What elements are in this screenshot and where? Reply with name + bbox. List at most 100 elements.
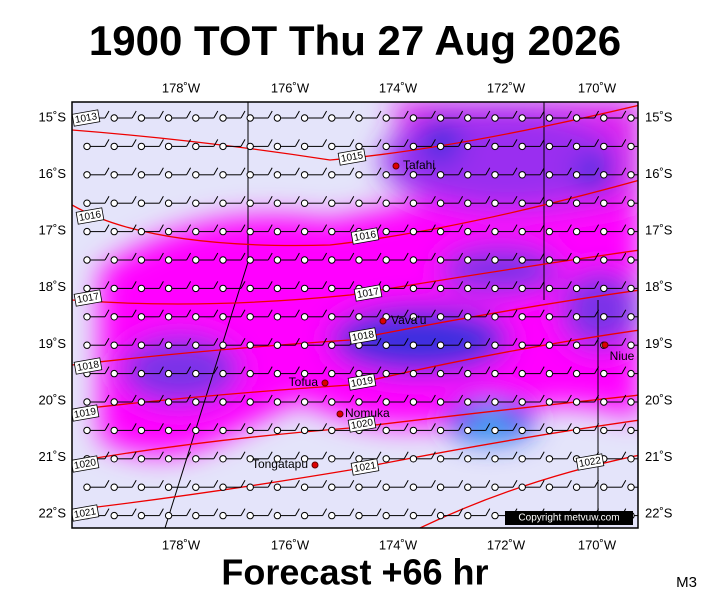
barb-station <box>436 114 445 122</box>
wind-barb <box>518 167 545 179</box>
barb-tick <box>485 195 491 204</box>
barb-station <box>627 284 635 293</box>
copyright-box <box>505 511 633 525</box>
wind-barb <box>436 252 464 264</box>
isobar-value: 1018 <box>351 329 375 344</box>
wind-barb <box>464 195 491 207</box>
barb-station <box>300 114 309 122</box>
barb-tick <box>186 394 192 403</box>
wind-barb <box>491 224 518 236</box>
barb-tick <box>376 195 382 204</box>
barb-tick <box>403 451 409 460</box>
wind-barb <box>246 252 273 264</box>
barb-tick <box>458 224 464 232</box>
barb-tick <box>458 309 464 318</box>
barb-station <box>83 313 91 321</box>
barb-station <box>246 313 254 321</box>
barb-tick <box>649 367 653 374</box>
wind-barb <box>137 451 164 463</box>
barb-tick <box>213 394 219 403</box>
wind-barb <box>409 224 436 236</box>
barb-station <box>518 199 526 207</box>
barb-station <box>300 142 309 151</box>
wind-barb <box>355 479 382 491</box>
barb-tick <box>539 366 545 374</box>
barb-station <box>355 171 363 179</box>
barb-station <box>246 256 254 264</box>
wind-barb <box>572 167 600 179</box>
barb-station <box>382 227 390 236</box>
shade <box>420 115 460 165</box>
barb-station <box>192 114 200 122</box>
barb-station <box>164 199 173 207</box>
barb-tick <box>267 337 273 346</box>
place-marker <box>311 461 319 469</box>
wind-barb <box>328 309 355 321</box>
barb-tick <box>322 508 328 516</box>
barb-tick <box>539 309 545 318</box>
wind-barb <box>164 423 192 435</box>
barb-tick <box>566 394 572 403</box>
barb-station <box>600 313 608 321</box>
wind-barb <box>137 394 164 406</box>
wind-barb <box>627 455 638 463</box>
barb-station <box>600 426 608 435</box>
barb-tick <box>104 167 110 176</box>
wind-barb <box>436 451 464 463</box>
wind-barb <box>328 224 355 236</box>
wind-barb <box>192 337 219 349</box>
barb-tick <box>649 480 653 487</box>
wind-barb <box>273 224 300 236</box>
wind-barb <box>164 451 192 463</box>
barb-tick <box>649 423 653 430</box>
wind-barb <box>219 479 246 491</box>
barb-station <box>273 142 282 151</box>
barb-station <box>273 171 282 179</box>
wind-barb <box>83 281 110 293</box>
barb-station <box>409 284 418 293</box>
wind-barb <box>436 195 464 207</box>
barb-station <box>382 369 390 378</box>
barb-station <box>518 483 526 491</box>
barb-station <box>464 284 472 293</box>
barb-tick <box>594 252 600 261</box>
isobar-label: 1018 <box>348 327 378 345</box>
barb-tick <box>240 167 246 176</box>
barb-station <box>409 227 418 236</box>
barb-tick <box>213 167 219 176</box>
wind-barb <box>110 309 137 321</box>
barb-station <box>246 199 254 207</box>
barb-tick <box>240 224 246 232</box>
barb-tick <box>240 195 246 204</box>
barb-tick <box>322 139 328 147</box>
wind-barb <box>491 394 518 406</box>
barb-station <box>518 341 526 349</box>
barb-tick <box>539 479 545 488</box>
wind-barb <box>110 508 137 520</box>
wind-barb <box>300 309 328 321</box>
barb-tick <box>186 309 192 318</box>
wind-barb <box>246 110 273 122</box>
barb-tick <box>430 252 436 261</box>
barb-tick <box>240 252 246 261</box>
barb-station <box>572 114 581 122</box>
wind-barb <box>464 508 491 520</box>
barb-station <box>545 199 554 207</box>
wind-barb <box>518 139 545 151</box>
barb-tick <box>458 139 464 147</box>
barb-tick <box>512 423 518 431</box>
isobar-value: 1016 <box>78 209 102 224</box>
wind-barb <box>110 167 137 179</box>
barb-tick <box>403 423 409 431</box>
barb-station <box>409 199 418 207</box>
wind-barb <box>491 366 518 378</box>
barb-tick <box>267 309 273 318</box>
barb-station <box>464 199 472 207</box>
barb-tick <box>294 252 300 261</box>
wind-barb <box>600 479 627 491</box>
barb-tick <box>458 110 464 119</box>
wind-barb <box>464 281 491 293</box>
barb-tick <box>485 139 491 147</box>
isobar-label: 1021 <box>72 504 100 522</box>
barb-station <box>219 313 227 321</box>
